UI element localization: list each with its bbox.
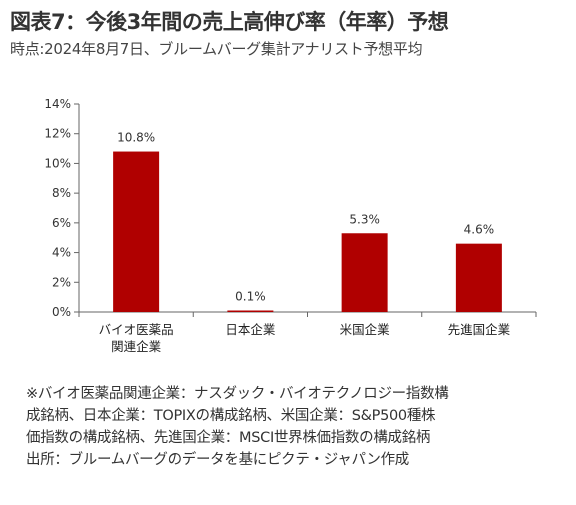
bar <box>455 243 502 312</box>
y-tick-label: 8% <box>52 186 71 200</box>
category-label: 米国企業 <box>340 322 391 337</box>
footnote-line: ※バイオ医薬品関連企業：ナスダック・バイオテクノロジー指数構 <box>26 386 449 402</box>
y-tick-label: 6% <box>52 216 71 230</box>
y-tick-label: 12% <box>44 127 71 141</box>
category-label: 関連企業 <box>111 339 162 354</box>
footnote: ※バイオ医薬品関連企業：ナスダック・バイオテクノロジー指数構 成銘柄、日本企業：… <box>26 383 566 471</box>
y-tick-label: 14% <box>44 97 71 111</box>
y-tick-label: 4% <box>52 246 71 260</box>
y-tick-label: 2% <box>52 275 71 289</box>
y-tick-label: 10% <box>44 156 71 170</box>
chart-title: 図表7：今後3年間の売上高伸び率（年率）予想 <box>10 10 449 34</box>
category-label: 日本企業 <box>225 322 276 337</box>
footnote-line: 価指数の構成銘柄、先進国企業：MSCI世界株価指数の構成銘柄 <box>26 430 431 446</box>
footnote-line: 出所：ブルームバーグのデータを基にピクテ・ジャパン作成 <box>26 452 409 468</box>
data-label: 0.1% <box>235 290 266 304</box>
data-label: 10.8% <box>117 131 155 145</box>
bar <box>113 151 160 312</box>
chart-subtitle: 時点:2024年8月7日、ブルームバーグ集計アナリスト予想平均 <box>10 40 423 58</box>
category-label: バイオ医薬品 <box>99 322 174 337</box>
category-label: 先進国企業 <box>448 322 511 337</box>
data-label: 5.3% <box>349 212 380 226</box>
bar <box>227 310 274 312</box>
data-label: 4.6% <box>464 223 495 237</box>
bar <box>341 233 388 312</box>
bar-chart: 0% 2% 4% 6% 8% 10% 12% 14% 10.8% バイオ医薬品関連企業 0.1% 日本… <box>44 97 537 354</box>
footnote-line: 成銘柄、日本企業：TOPIXの構成銘柄、米国企業：S&P500種株 <box>26 408 436 424</box>
y-tick-label: 0% <box>52 305 71 319</box>
